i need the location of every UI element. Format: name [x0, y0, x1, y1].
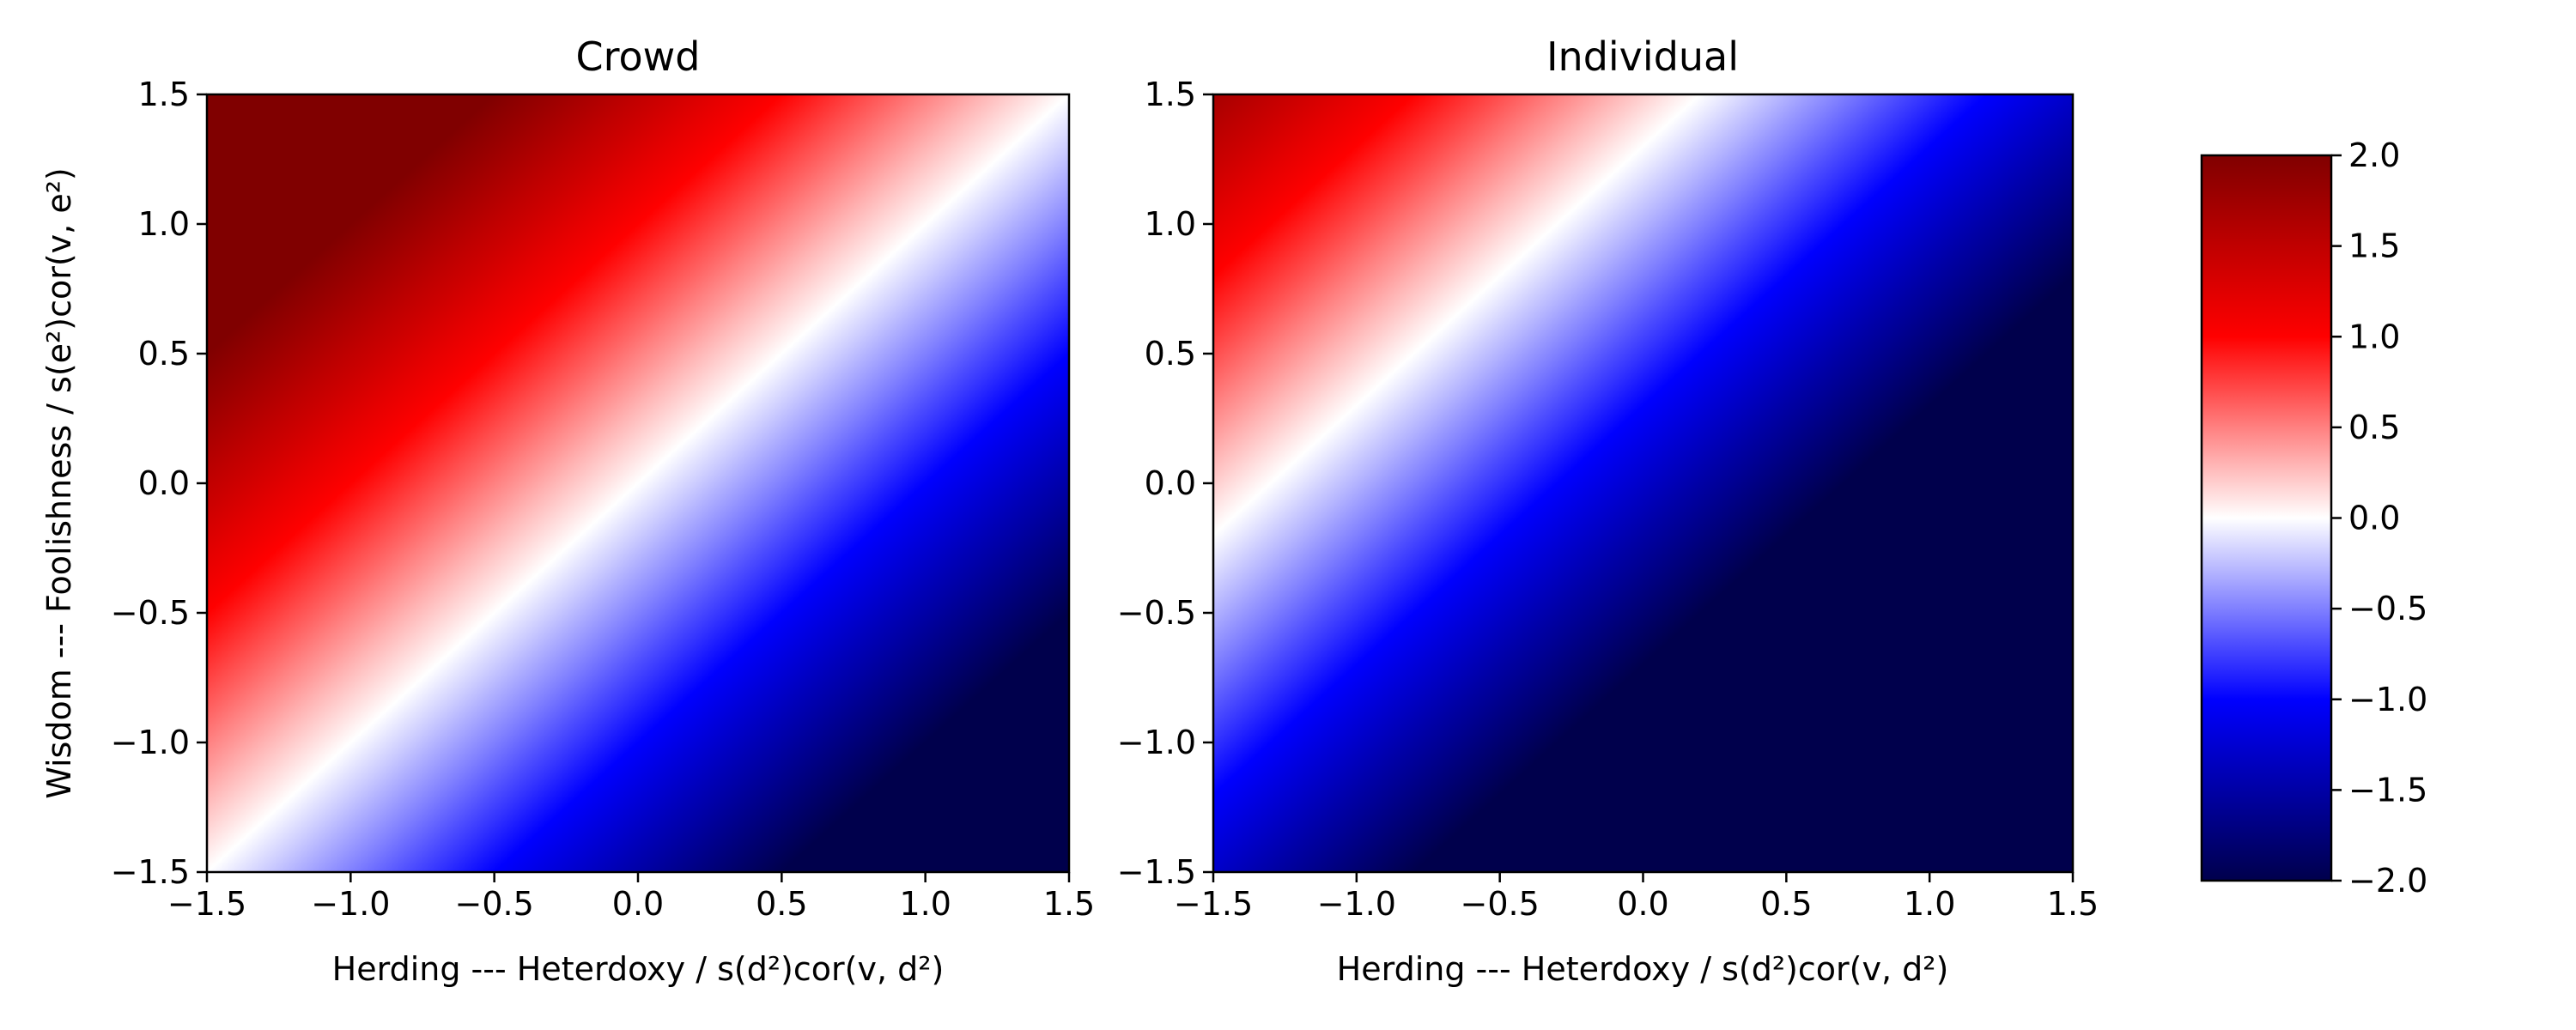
individual-heatmap	[1213, 94, 2073, 872]
crowd-heatmap	[207, 94, 1069, 872]
individual-panel: Individual −1.5 −1.0 −0.5 0.0 0.5 1.0 1.5 −1.5…	[1117, 33, 2099, 988]
colorbar-tick-label: −0.5	[2348, 590, 2427, 627]
y-tick-label: −0.5	[111, 594, 190, 632]
y-tick-label: 0.0	[138, 464, 190, 502]
y-tick-label: −1.5	[1117, 853, 1196, 891]
y-tick-label: −0.5	[1117, 594, 1196, 632]
x-tick-label: 0.0	[1617, 885, 1668, 923]
y-tick-label: −1.0	[111, 724, 190, 761]
colorbar-gradient	[2202, 155, 2331, 881]
x-tick-label: −1.5	[167, 885, 246, 923]
x-tick-label: −0.5	[1461, 885, 1540, 923]
colorbar-tick-label: 2.0	[2348, 136, 2400, 174]
y-tick-label: 1.0	[1145, 205, 1196, 243]
colorbar-tick-label: −2.0	[2348, 862, 2427, 900]
colorbar-axis: 2.0 1.5 1.0 0.5 0.0 −0.5 −1.0 −1.5 −2.0	[2331, 136, 2427, 900]
x-tick-label: 0.5	[1760, 885, 1812, 923]
individual-y-axis: −1.5 −1.0 −0.5 0.0 0.5 1.0 1.5	[1117, 76, 1213, 891]
colorbar-tick-label: −1.0	[2348, 681, 2427, 718]
colorbar-tick-label: 0.5	[2348, 409, 2400, 446]
x-tick-label: −1.5	[1174, 885, 1253, 923]
colorbar-tick-label: 1.0	[2348, 318, 2400, 355]
crowd-panel: Crowd −1.5 −1.0 −0.5 0.0 0.5 1.0 1.5 −1.5−1.0−…	[40, 33, 1095, 988]
y-tick-label: 0.5	[1145, 335, 1196, 373]
x-tick-label: 0.5	[756, 885, 807, 923]
individual-x-axis: −1.5 −1.0 −0.5 0.0 0.5 1.0 1.5	[1174, 872, 2099, 923]
x-tick-label: −1.0	[311, 885, 390, 923]
y-tick-label: 1.0	[138, 205, 190, 243]
crowd-panel-title: Crowd	[576, 33, 701, 80]
x-tick-label: 1.5	[2047, 885, 2099, 923]
crowd-x-axis: −1.5 −1.0 −0.5 0.0 0.5 1.0 1.5	[167, 872, 1095, 923]
individual-panel-title: Individual	[1546, 33, 1739, 80]
y-tick-label: −1.5	[111, 853, 190, 891]
crowd-y-axis: −1.5 −1.0 −0.5 0.0 0.5 1.0 1.5	[111, 76, 207, 891]
crowd-x-axis-label: Herding --- Heterdoxy / s(d²)cor(v, d²)	[332, 950, 945, 988]
crowd-y-axis-label: Wisdom --- Foolishness / s(e²)cor(v, e²)	[40, 167, 78, 799]
colorbar-tick-label: 0.0	[2348, 500, 2400, 537]
x-tick-label: −0.5	[455, 885, 534, 923]
y-tick-label: 0.0	[1145, 464, 1196, 502]
y-tick-label: 0.5	[138, 335, 190, 373]
colorbar-tick-label: 1.5	[2348, 227, 2400, 265]
x-tick-label: −1.0	[1317, 885, 1396, 923]
x-tick-label: 1.0	[1904, 885, 1955, 923]
x-tick-label: 1.5	[1043, 885, 1095, 923]
y-tick-label: 1.5	[1145, 76, 1196, 113]
y-tick-label: 1.5	[138, 76, 190, 113]
x-tick-label: 0.0	[612, 885, 664, 923]
individual-x-axis-label: Herding --- Heterdoxy / s(d²)cor(v, d²)	[1337, 950, 1949, 988]
colorbar: 2.0 1.5 1.0 0.5 0.0 −0.5 −1.0 −1.5 −2.0	[2200, 136, 2427, 900]
x-tick-label: 1.0	[899, 885, 951, 923]
colorbar-tick-label: −1.5	[2348, 771, 2427, 809]
y-tick-label: −1.0	[1117, 724, 1196, 761]
